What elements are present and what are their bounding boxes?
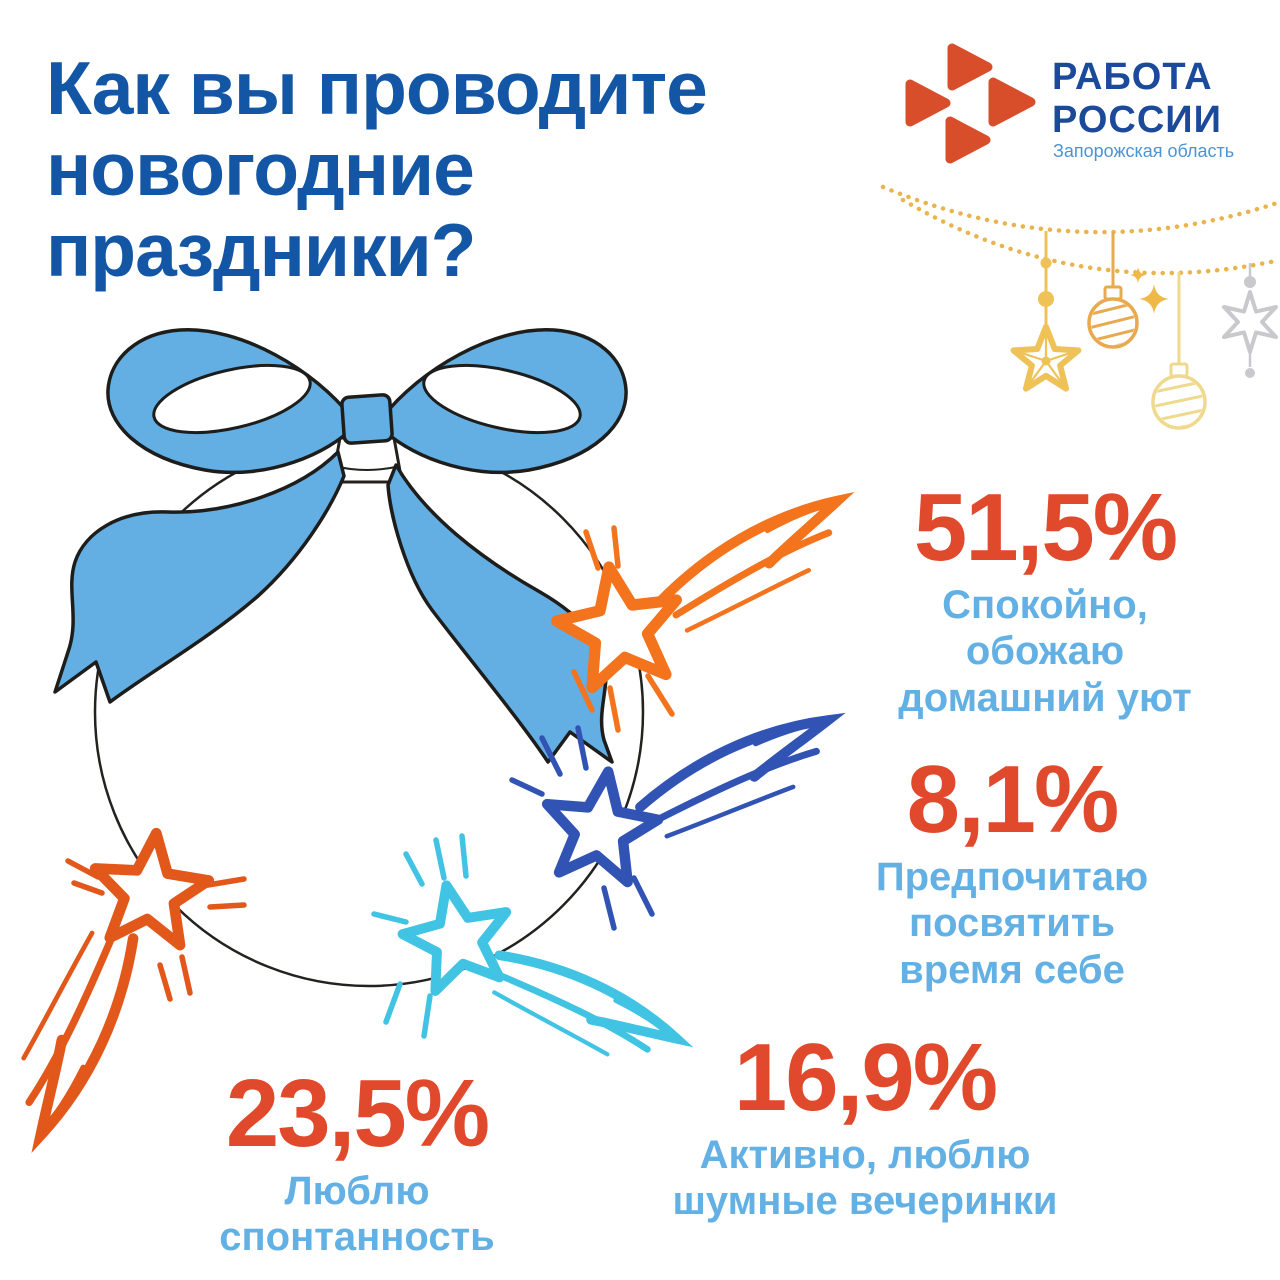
page-title: Как вы проводите новогодние праздники? [46, 46, 708, 292]
christmas-ball-illustration [0, 328, 880, 1160]
logo-triangles-icon [905, 43, 1036, 164]
shooting-star-dark-blue-icon [509, 719, 845, 931]
shooting-star-deep-orange-icon [0, 827, 247, 1136]
stat-value: 23,5% [225, 1060, 490, 1167]
stat-value: 8,1% [906, 746, 1120, 853]
garland-silver-star-icon [1222, 263, 1278, 378]
stat-block-parties: 16,9% Активно, люблю шумные вечеринки [650, 1030, 1080, 1225]
blue-bow-icon [53, 328, 628, 764]
stat-value: 51,5% [913, 474, 1178, 581]
stat-label: Активно, люблю шумные вечеринки [672, 1133, 1058, 1224]
garland-decoration-icon [880, 184, 1280, 430]
stat-block-me-time: 8,1% Предпочитаю посвятить время себе [797, 752, 1227, 993]
garland-pale-ball-icon [1151, 272, 1207, 430]
logo-name: РАБОТА РОССИИ [1052, 56, 1222, 141]
shooting-star-orange-icon [549, 500, 861, 733]
garland-striped-ball-icon [1087, 232, 1139, 349]
stat-label: Спокойно, обожаю домашний уют [898, 583, 1192, 720]
stat-block-calm: 51,5% Спокойно, обожаю домашний уют [830, 480, 1260, 721]
garland-string-icon [880, 184, 1280, 276]
stat-block-spontaneity: 23,5% Люблю спонтанность [142, 1066, 572, 1261]
shooting-star-cyan-icon [371, 833, 678, 1099]
garland-sparkle-icon [1130, 267, 1146, 283]
garland-gold-star-ornament-icon [1014, 231, 1079, 389]
stat-label: Предпочитаю посвятить время себе [875, 855, 1149, 992]
stat-value: 16,9% [733, 1024, 998, 1131]
stat-label: Люблю спонтанность [219, 1169, 495, 1260]
logo-region-label: Запорожская область [1053, 141, 1235, 161]
garland-sparkle-icon [1139, 284, 1169, 314]
